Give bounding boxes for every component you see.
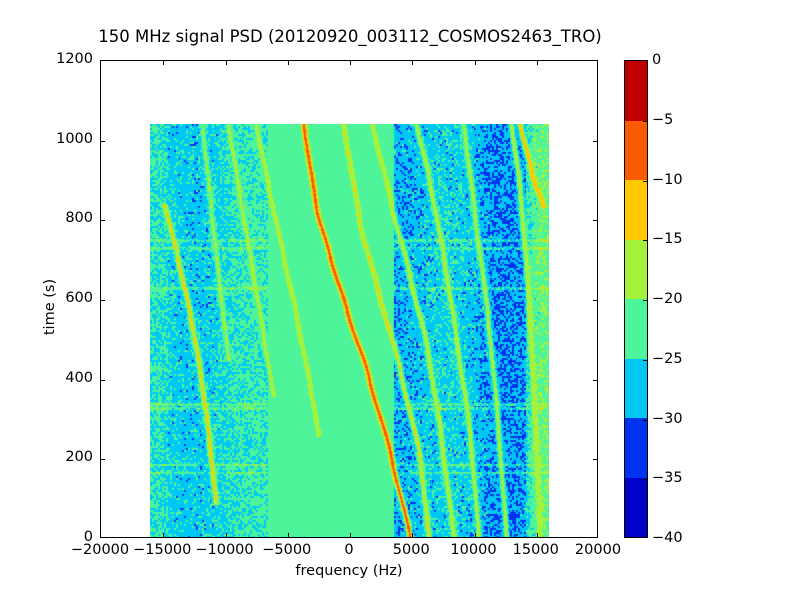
y-tick — [101, 220, 105, 222]
x-tick-label: −5000 — [262, 542, 312, 558]
plot-axes — [100, 60, 598, 538]
colorbar-tick — [643, 300, 647, 301]
x-tick — [163, 533, 165, 537]
x-tick — [163, 61, 165, 65]
x-tick — [474, 533, 476, 537]
colorbar-tick-label: −10 — [652, 171, 683, 188]
x-tick — [225, 533, 227, 537]
colorbar-band — [625, 180, 647, 240]
y-tick — [593, 379, 597, 381]
x-tick-label: −20000 — [70, 542, 130, 558]
colorbar-tick-label: 0 — [652, 52, 662, 68]
colorbar-tick — [643, 419, 647, 421]
y-tick — [101, 459, 105, 461]
colorbar-tick-label: −40 — [652, 530, 683, 546]
y-tick — [101, 140, 105, 142]
y-tick — [101, 379, 105, 381]
colorbar-band — [625, 418, 647, 478]
x-tick — [287, 61, 289, 65]
x-tick — [412, 533, 414, 537]
colorbar-band — [625, 477, 647, 537]
colorbar-tick — [643, 120, 647, 122]
colorbar-tick — [643, 359, 647, 361]
y-tick — [593, 459, 597, 461]
x-tick-label: −10000 — [195, 542, 254, 558]
x-tick — [474, 61, 476, 65]
colorbar-tick-label: −15 — [652, 231, 683, 248]
x-tick — [350, 533, 351, 537]
spectrogram-image — [150, 124, 549, 537]
colorbar-tick — [643, 479, 647, 481]
colorbar-tick-label: −30 — [652, 410, 683, 427]
colorbar — [624, 60, 648, 538]
colorbar-band — [625, 61, 647, 121]
x-tick-label: 5000 — [392, 542, 430, 558]
colorbar-band — [625, 239, 647, 299]
colorbar-band — [625, 358, 647, 418]
colorbar-tick — [643, 180, 647, 182]
spectrogram-canvas — [150, 124, 549, 537]
x-tick-label: 10000 — [450, 542, 497, 558]
x-tick — [287, 533, 289, 537]
x-tick-label: 0 — [344, 542, 354, 558]
x-tick — [225, 61, 227, 65]
colorbar-tick-label: −25 — [652, 350, 683, 367]
colorbar-tick — [643, 240, 647, 242]
x-tick — [536, 61, 538, 65]
x-tick — [350, 61, 351, 65]
x-tick-label: 20000 — [574, 542, 622, 558]
y-tick — [101, 300, 105, 301]
y-tick — [593, 300, 597, 301]
colorbar-tick-label: −5 — [652, 111, 674, 128]
colorbar-band — [625, 299, 647, 359]
x-tick-label: 15000 — [512, 542, 559, 558]
y-tick — [593, 140, 597, 142]
y-tick — [593, 220, 597, 222]
x-tick — [412, 61, 414, 65]
x-tick — [536, 533, 538, 537]
colorbar-tick-label: −20 — [652, 291, 683, 307]
colorbar-tick-label: −35 — [652, 470, 683, 487]
x-axis-label: frequency (Hz) — [295, 563, 403, 579]
colorbar-band — [625, 120, 647, 180]
x-tick-label: −15000 — [133, 542, 192, 558]
y-axis-label: time (s) — [42, 278, 58, 336]
chart-title: 150 MHz signal PSD (20120920_003112_COSM… — [98, 27, 602, 46]
